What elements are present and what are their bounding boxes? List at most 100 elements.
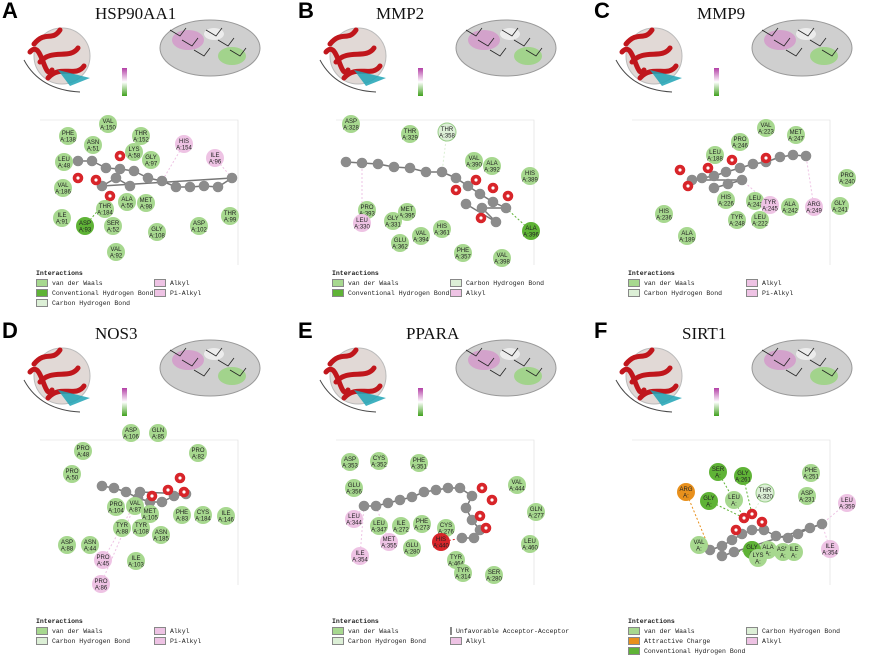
- residue-name: LEU: [356, 218, 368, 224]
- residue-name: GLU: [348, 483, 360, 489]
- residue-name: CYS: [373, 456, 385, 462]
- residue-number: A:108: [149, 234, 165, 240]
- legend-label: Carbon Hydrogen Bond: [466, 279, 545, 287]
- legend-swatch: [36, 627, 48, 635]
- ligand-carbon-atom: [774, 151, 786, 163]
- legend-swatch: [332, 627, 344, 635]
- ligand-carbon-atom: [436, 166, 448, 178]
- residue-number: A:352: [371, 463, 387, 469]
- ligand-carbon-atom: [450, 172, 462, 184]
- legend-swatch: [154, 279, 166, 287]
- residue-number: A:460: [522, 546, 538, 552]
- residue-number: A:58: [128, 154, 141, 160]
- binding-pocket-surface-image: [159, 19, 261, 77]
- residue-number: A:248: [729, 222, 745, 228]
- residue-name: PHE: [413, 458, 425, 464]
- residue-name: ASP: [344, 457, 356, 463]
- residue-number: A:280: [486, 577, 502, 583]
- ligand-carbon-atom: [758, 524, 770, 536]
- ligand-carbon-atom: [358, 500, 370, 512]
- legend-item-chb: Conventional Hydrogen Bond: [332, 289, 450, 297]
- residue-name: PRO: [109, 502, 122, 508]
- legend-title: Interactions: [36, 270, 83, 277]
- legend-swatch: [628, 279, 640, 287]
- residue-name: LYS: [753, 553, 764, 559]
- ligand-carbon-atom: [474, 188, 486, 200]
- residue-number: A:353: [342, 464, 358, 470]
- oxygen-label: [506, 194, 510, 198]
- residue-name: GLU: [406, 543, 418, 549]
- residue-name: ASP: [125, 428, 137, 434]
- ligand-carbon-atom: [198, 180, 210, 192]
- legend-swatch: [332, 637, 344, 645]
- ligand-carbon-atom: [462, 180, 474, 192]
- ligand-carbon-atom: [816, 518, 828, 530]
- legend-label: van der Waals: [348, 279, 399, 287]
- residue-number: A:: [780, 554, 786, 560]
- ligand-carbon-atom: [418, 486, 430, 498]
- residue-name: LEU: [524, 539, 536, 545]
- residue-number: A:48: [58, 164, 71, 170]
- legend-label: van der Waals: [52, 279, 103, 287]
- residue-number: A:97: [145, 162, 158, 168]
- residue-number: A:188: [707, 157, 723, 163]
- ligand-carbon-atom: [406, 491, 418, 503]
- residue-number: A:: [731, 502, 737, 508]
- residue-number: A:398: [494, 260, 510, 266]
- residue-number: A:150: [100, 126, 116, 132]
- legend-item-attractive: Attractive Charge: [628, 637, 746, 645]
- ligand-carbon-atom: [356, 157, 368, 169]
- residue-number: A:251: [803, 475, 819, 481]
- interaction-line: [733, 549, 753, 553]
- residue-number: A:393: [359, 212, 375, 218]
- legend-swatch: [154, 289, 166, 297]
- legend-item-vdw: van der Waals: [36, 627, 154, 635]
- interaction-diagram: VALA:150PHEA:138THRA:152ASNA:51HISA:154L…: [23, 19, 261, 265]
- residue-name: THR: [135, 131, 148, 137]
- hydrophobicity-colorbar: [418, 68, 423, 96]
- panel-label: E: [298, 318, 313, 343]
- panel-title: HSP90AA1: [95, 4, 177, 23]
- ligand-carbon-atom: [454, 482, 466, 494]
- legend-swatch: [332, 279, 344, 287]
- residue-name: THR: [441, 127, 454, 133]
- residue-number: A:357: [455, 255, 471, 261]
- legend-label: Pi-Alkyl: [762, 289, 794, 297]
- legend-swatch: [36, 637, 48, 645]
- residue-number: A:52: [107, 228, 120, 234]
- residue-name: ASP: [79, 221, 91, 227]
- ligand-carbon-atom: [128, 165, 140, 177]
- residue-name: PRO: [191, 448, 204, 454]
- residue-number: A:231: [799, 498, 815, 504]
- residue-name: ASP: [193, 221, 205, 227]
- ligand-carbon-atom: [722, 178, 734, 190]
- oxygen-label: [490, 498, 494, 502]
- legend-item-alkyl: Alkyl: [746, 637, 864, 645]
- residue-name: ASP: [345, 119, 357, 125]
- legend-label: Alkyl: [466, 289, 486, 297]
- residue-name: TYR: [135, 523, 148, 529]
- residue-name: ILE: [825, 544, 834, 550]
- residue-name: SER: [712, 467, 725, 473]
- ligand-carbon-atom: [388, 161, 400, 173]
- residue-name: PHE: [457, 248, 469, 254]
- residue-number: A:354: [352, 558, 368, 564]
- residue-name: GLY: [737, 471, 749, 477]
- residue-name: VAL: [512, 480, 524, 486]
